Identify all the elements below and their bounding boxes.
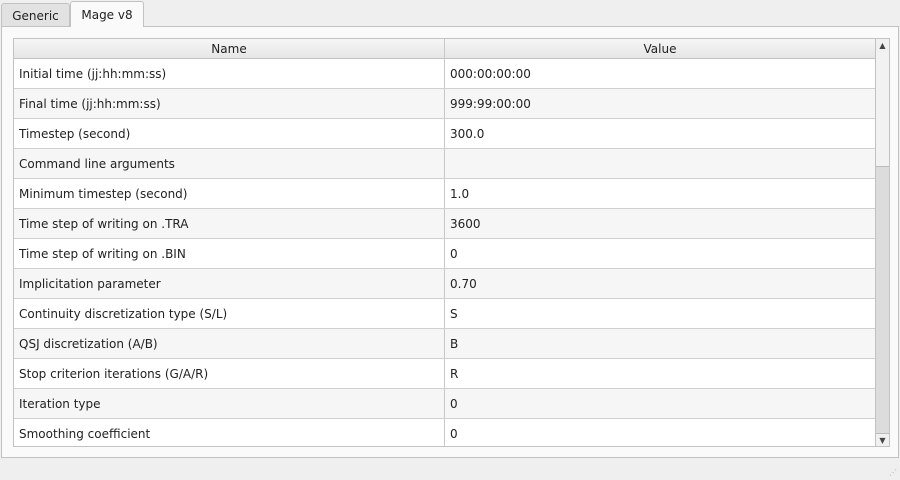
parameter-value[interactable]: 999:99:00:00 — [450, 96, 531, 111]
table-row[interactable]: Time step of writing on .BIN 0 — [14, 239, 875, 269]
parameter-name: Timestep (second) — [14, 119, 445, 148]
parameter-name: Minimum timestep (second) — [14, 179, 445, 208]
parameter-name: Initial time (jj:hh:mm:ss) — [14, 59, 445, 88]
size-grip-icon[interactable]: ⋰ — [889, 468, 897, 477]
table-row[interactable]: Implicitation parameter 0.70 — [14, 269, 875, 299]
parameter-name: Command line arguments — [14, 149, 445, 178]
parameter-name: Stop criterion iterations (G/A/R) — [14, 359, 445, 388]
scrollbar-handle[interactable] — [876, 52, 889, 167]
tab-pane: Name Value Initial time (jj:hh:mm:ss) 000… — [1, 26, 899, 458]
tab-label: Mage v8 — [81, 7, 133, 22]
parameter-value[interactable]: S — [450, 306, 458, 321]
table-row[interactable]: Timestep (second) 300.0 — [14, 119, 875, 149]
parameter-name: Final time (jj:hh:mm:ss) — [14, 89, 445, 118]
parameter-name: Time step of writing on .BIN — [14, 239, 445, 268]
parameters-table: Name Value Initial time (jj:hh:mm:ss) 000… — [13, 38, 876, 447]
table-row[interactable]: Initial time (jj:hh:mm:ss) 000:00:00:00 — [14, 59, 875, 89]
table-row[interactable]: Iteration type 0 — [14, 389, 875, 419]
parameter-name: Smoothing coefficient — [14, 419, 445, 446]
scroll-up-icon[interactable]: ▲ — [876, 39, 889, 52]
table-row[interactable]: Time step of writing on .TRA 3600 — [14, 209, 875, 239]
parameter-name: Time step of writing on .TRA — [14, 209, 445, 238]
parameter-value[interactable]: 000:00:00:00 — [450, 66, 531, 81]
table-row[interactable]: Final time (jj:hh:mm:ss) 999:99:00:00 — [14, 89, 875, 119]
scroll-down-icon[interactable]: ▼ — [876, 433, 889, 446]
parameter-name: Iteration type — [14, 389, 445, 418]
parameter-value[interactable]: B — [450, 336, 459, 351]
column-header-name[interactable]: Name — [14, 39, 445, 58]
tab-label: Generic — [12, 8, 59, 23]
vertical-scrollbar[interactable]: ▲ ▼ — [875, 38, 890, 447]
parameter-value[interactable]: 300.0 — [450, 126, 485, 141]
table-row[interactable]: Minimum timestep (second) 1.0 — [14, 179, 875, 209]
tab-mage-v8[interactable]: Mage v8 — [70, 1, 144, 27]
table-row[interactable]: Smoothing coefficient 0 — [14, 419, 875, 446]
table-row[interactable]: QSJ discretization (A/B) B — [14, 329, 875, 359]
table-row[interactable]: Command line arguments — [14, 149, 875, 179]
parameter-name: Implicitation parameter — [14, 269, 445, 298]
parameter-value[interactable]: 0 — [450, 426, 458, 441]
column-header-value[interactable]: Value — [643, 41, 677, 56]
parameter-value[interactable]: 3600 — [450, 216, 481, 231]
parameter-value[interactable]: 0 — [450, 396, 458, 411]
tab-generic[interactable]: Generic — [1, 3, 70, 27]
parameter-value[interactable]: R — [450, 366, 459, 381]
parameter-value[interactable]: 0.70 — [450, 276, 477, 291]
parameter-value[interactable]: 1.0 — [450, 186, 470, 201]
table-row[interactable]: Continuity discretization type (S/L) S — [14, 299, 875, 329]
table-header: Name Value — [14, 39, 875, 59]
parameter-value[interactable]: 0 — [450, 246, 458, 261]
parameter-name: QSJ discretization (A/B) — [14, 329, 445, 358]
parameter-value[interactable] — [445, 149, 875, 178]
table-row[interactable]: Stop criterion iterations (G/A/R) R — [14, 359, 875, 389]
parameter-name: Continuity discretization type (S/L) — [14, 299, 445, 328]
